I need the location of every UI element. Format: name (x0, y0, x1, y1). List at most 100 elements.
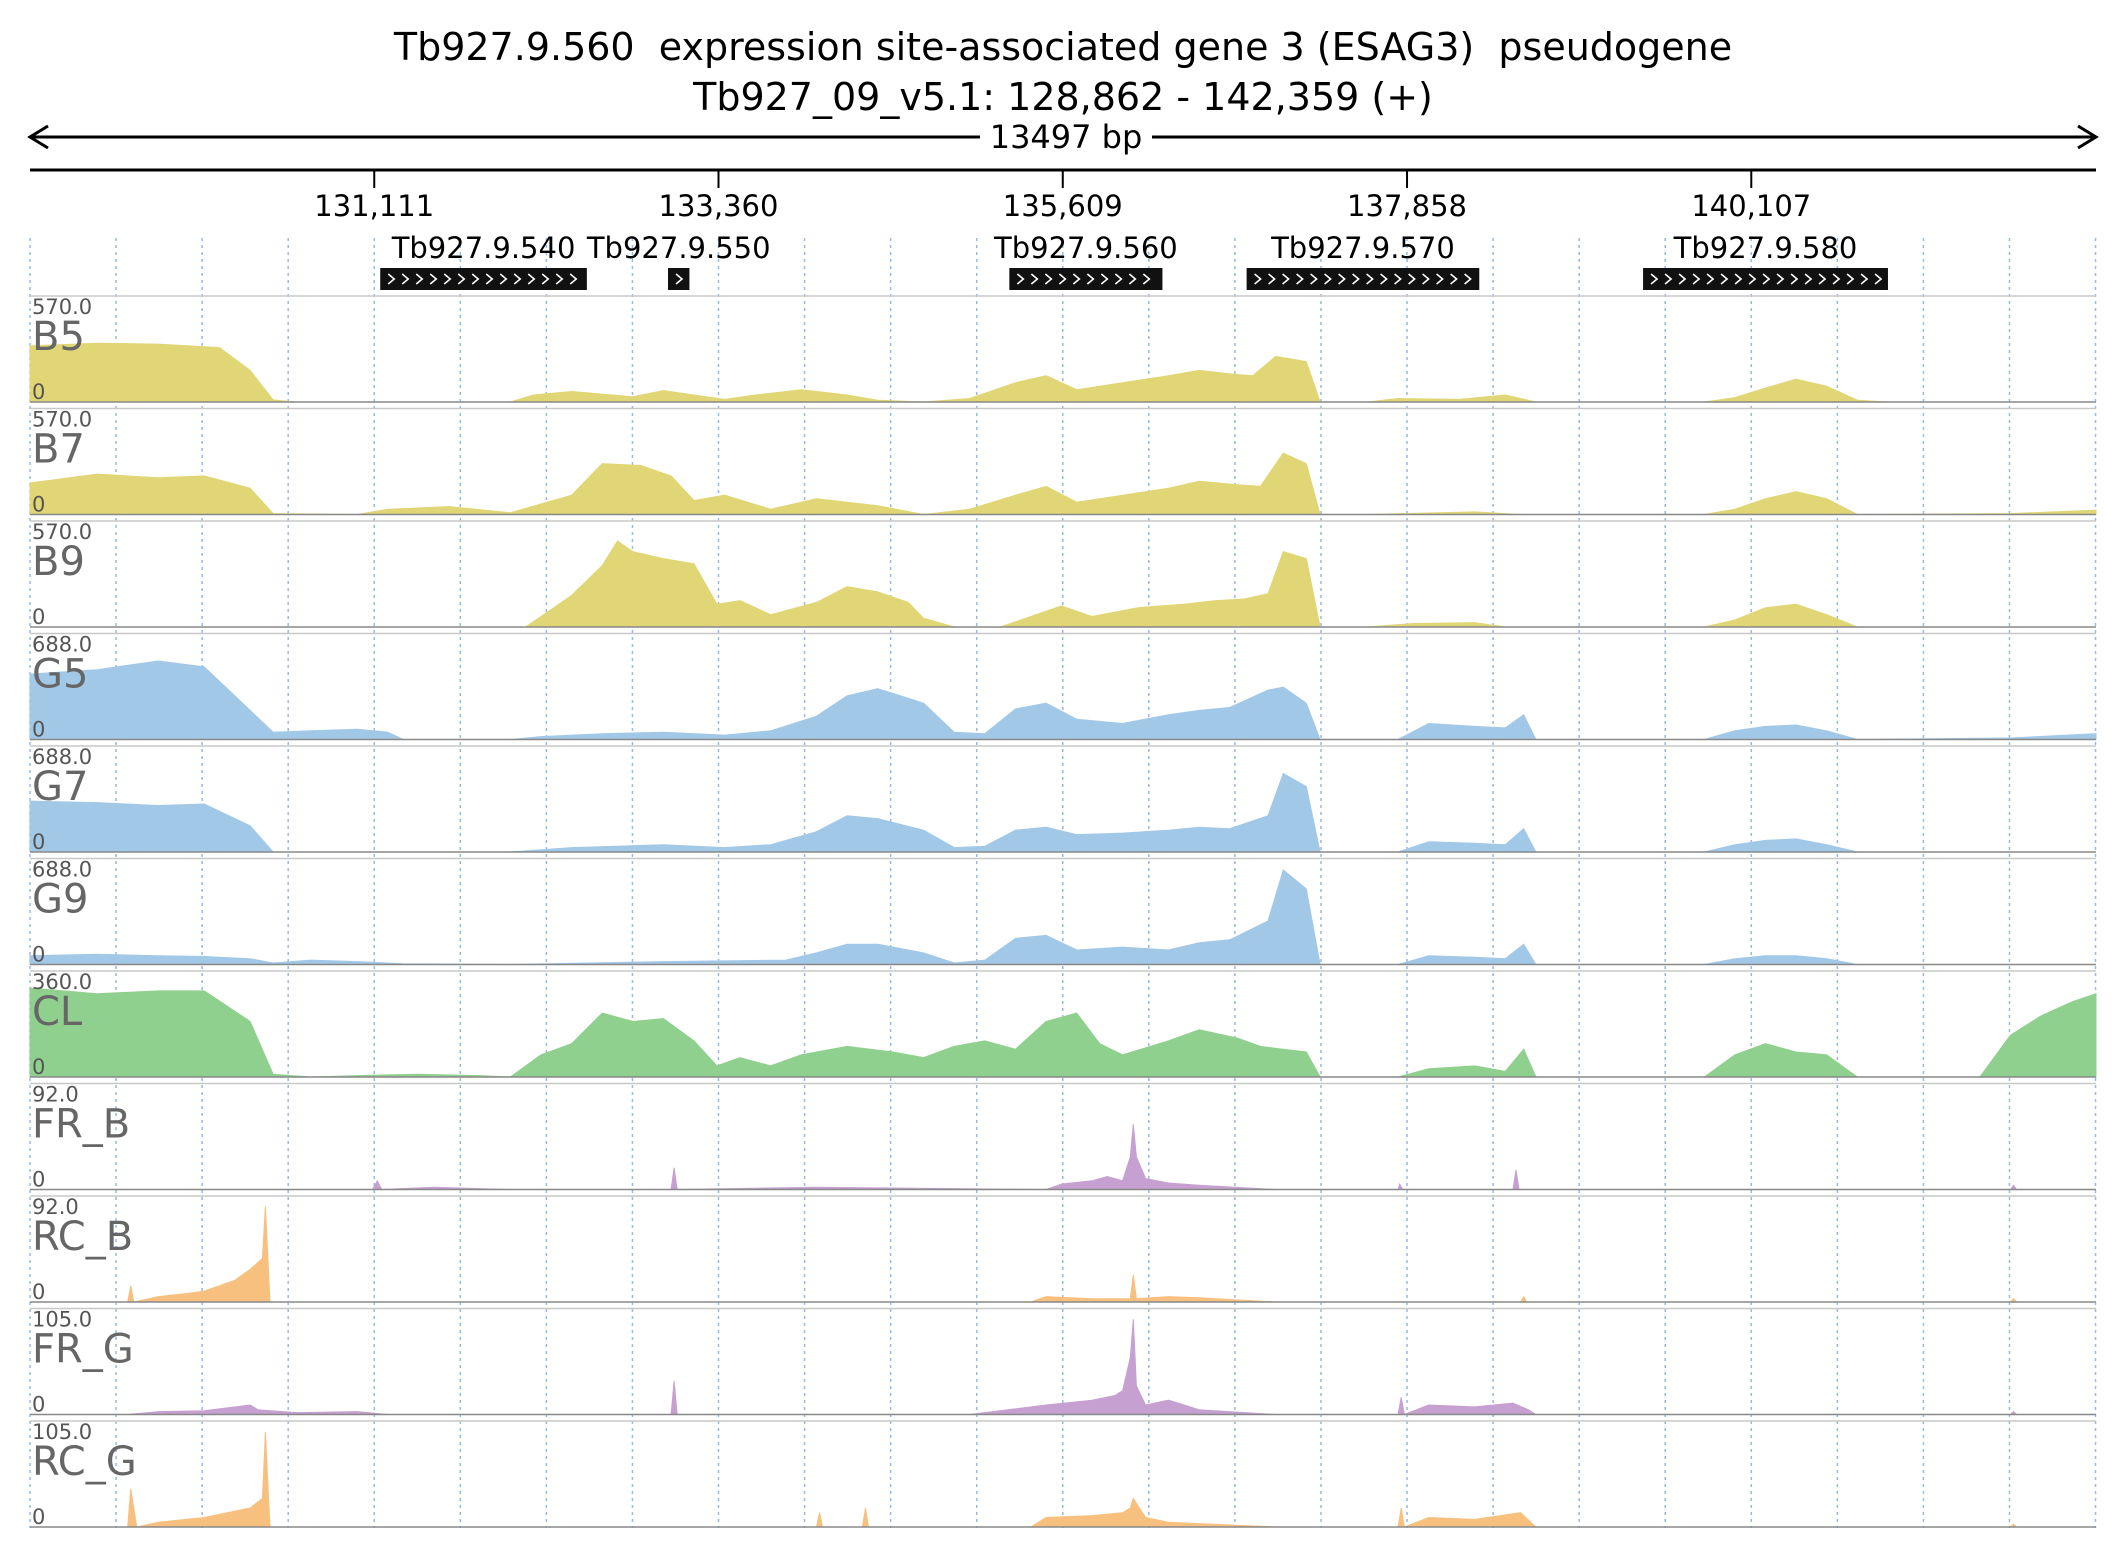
track-max-label: 570.0 (32, 295, 92, 319)
track-name: RC_G (32, 1439, 137, 1485)
strand-chevron-icon (1072, 273, 1081, 285)
coverage-tracks: 570.00B5570.00B7570.00B9688.00G5688.00G7… (29, 295, 2097, 1529)
track-max-label: 688.0 (32, 745, 92, 769)
strand-chevron-icon (1804, 273, 1813, 285)
gene-label: Tb927.9.580 (1673, 231, 1858, 265)
gene-feature-bar (380, 268, 587, 290)
track-name: FR_G (32, 1327, 134, 1373)
strand-chevron-icon (1310, 273, 1318, 285)
strand-chevron-icon (1860, 273, 1869, 285)
tick-label: 135,609 (1003, 189, 1123, 223)
track-name: B5 (32, 314, 85, 360)
page-title: Tb927.9.560 expression site-associated g… (393, 25, 1733, 69)
coverage-area (30, 1319, 2096, 1416)
strand-chevron-icon (1100, 273, 1109, 285)
strand-chevron-icon (1832, 273, 1841, 285)
strand-chevron-icon (1650, 273, 1659, 285)
strand-chevron-icon (443, 273, 452, 285)
strand-chevron-icon (1776, 273, 1785, 285)
strand-chevron-icon (1296, 273, 1304, 285)
strand-chevron-icon (1058, 273, 1067, 285)
strand-chevron-icon (1664, 273, 1673, 285)
strand-chevron-icon (1818, 273, 1827, 285)
track-name: FR_B (32, 1102, 130, 1148)
track-name: B9 (32, 539, 85, 585)
track-FR_G: 105.0 0 FR_G (30, 1308, 2096, 1417)
strand-chevron-icon (1678, 273, 1687, 285)
track-min-label: 0 (32, 493, 45, 517)
gene-label: Tb927.9.560 (993, 231, 1178, 265)
track-name: G5 (32, 652, 88, 698)
ruler-ticks: 131,111 133,360 135,609 137,858 140,107 (314, 170, 1811, 223)
tick-label: 131,111 (314, 189, 434, 223)
strand-chevron-icon (1790, 273, 1799, 285)
strand-chevron-icon (1720, 273, 1729, 285)
track-name: B7 (32, 427, 85, 473)
gene-label: Tb927.9.540 (391, 231, 576, 265)
strand-chevron-icon (1380, 273, 1388, 285)
strand-chevron-icon (1748, 273, 1757, 285)
strand-chevron-icon (541, 273, 550, 285)
track-max-label: 688.0 (32, 633, 92, 657)
strand-chevron-icon (1394, 273, 1402, 285)
strand-chevron-icon (1366, 273, 1374, 285)
span-arrow-left-icon (27, 124, 49, 150)
strand-chevron-icon (387, 273, 396, 285)
strand-chevron-icon (1408, 273, 1416, 285)
track-min-label: 0 (32, 718, 45, 742)
strand-chevron-icon (527, 273, 536, 285)
track-CL: 360.0 0 CL (29, 970, 2097, 1079)
strand-chevron-icon (1114, 273, 1123, 285)
strand-chevron-icon (1846, 273, 1855, 285)
track-name: RC_B (32, 1214, 133, 1260)
gene-label: Tb927.9.550 (586, 231, 771, 265)
strand-chevron-icon (555, 273, 564, 285)
gene-feature-bar (1643, 268, 1888, 290)
track-RC_G: 105.0 0 RC_G (30, 1420, 2096, 1529)
strand-chevron-icon (1874, 273, 1883, 285)
gene-feature-bar (668, 268, 690, 290)
gridlines (29, 238, 2097, 1528)
strand-chevron-icon (569, 273, 578, 285)
strand-chevron-icon (1044, 273, 1053, 285)
track-max-label: 105.0 (32, 1308, 92, 1332)
track-B5: 570.0 0 B5 (29, 295, 2096, 404)
track-name: CL (32, 989, 83, 1035)
strand-chevron-icon (429, 273, 438, 285)
gene-label: Tb927.9.570 (1270, 231, 1455, 265)
strand-chevron-icon (485, 273, 494, 285)
track-min-label: 0 (32, 1505, 45, 1529)
strand-chevron-icon (1762, 273, 1771, 285)
span-indicator: 13497 bp (27, 118, 2099, 156)
track-G9: 688.0 0 G9 (29, 858, 2096, 967)
strand-chevron-icon (1422, 273, 1430, 285)
strand-chevron-icon (1128, 273, 1137, 285)
track-name: G7 (32, 764, 88, 810)
strand-chevron-icon (1324, 273, 1332, 285)
strand-chevron-icon (1436, 273, 1444, 285)
track-max-label: 688.0 (32, 858, 92, 882)
track-B9: 570.0 0 B9 (30, 520, 2096, 629)
gene-feature-bar (1009, 268, 1163, 290)
track-max-label: 92.0 (32, 1195, 79, 1219)
span-arrow-right-icon (2077, 124, 2099, 150)
coverage-area (29, 452, 2097, 516)
track-G5: 688.0 0 G5 (29, 633, 2097, 742)
gene-feature-bar (1246, 268, 1480, 290)
track-min-label: 0 (32, 830, 45, 854)
coverage-area (29, 987, 2097, 1078)
coverage-area (30, 1431, 2096, 1528)
track-RC_B: 92.0 0 RC_B (30, 1195, 2096, 1304)
track-max-label: 570.0 (32, 520, 92, 544)
strand-chevron-icon (1352, 273, 1360, 285)
strand-chevron-icon (1692, 273, 1701, 285)
strand-chevron-icon (1030, 273, 1039, 285)
tick-label: 140,107 (1691, 189, 1811, 223)
track-G7: 688.0 0 G7 (29, 745, 2096, 854)
strand-chevron-icon (471, 273, 480, 285)
strand-chevron-icon (1086, 273, 1095, 285)
strand-chevron-icon (1016, 273, 1025, 285)
track-min-label: 0 (32, 1393, 45, 1417)
strand-chevron-icon (1734, 273, 1743, 285)
